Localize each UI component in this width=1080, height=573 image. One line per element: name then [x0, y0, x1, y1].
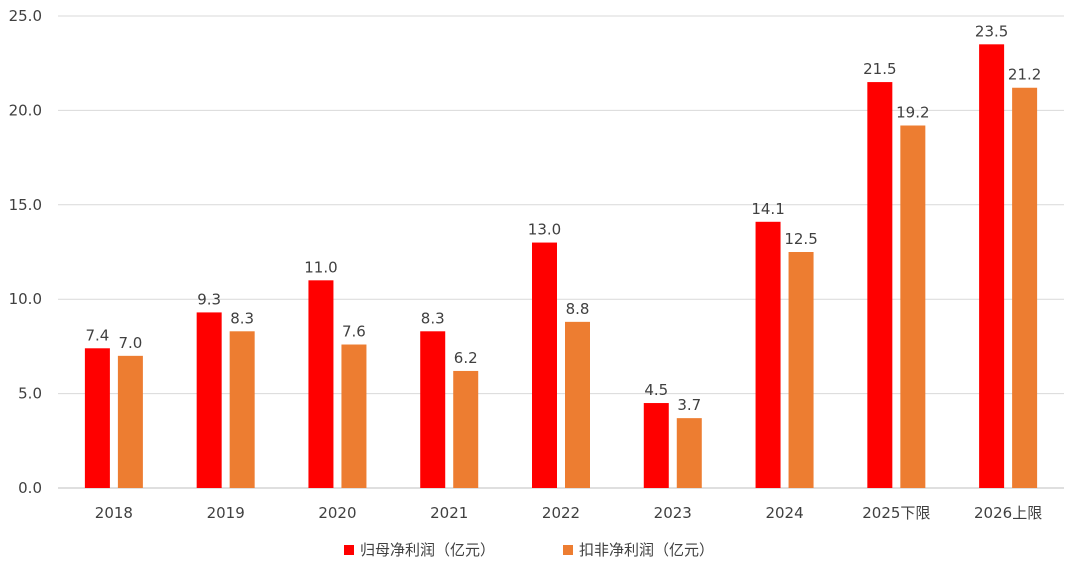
y-tick-label: 5.0 — [18, 385, 42, 403]
y-tick-label: 15.0 — [9, 196, 42, 214]
data-labels: 7.4 7.0 9.3 8.3 11.0 7.6 8.3 6.2 13.0 8.8 4.5 3.7 14… — [85, 22, 1041, 414]
data-label: 7.6 — [342, 323, 366, 341]
legend-swatch — [344, 545, 354, 555]
bar — [979, 44, 1005, 488]
data-label: 19.2 — [896, 104, 929, 122]
data-label: 3.7 — [677, 396, 701, 414]
bar — [196, 312, 222, 488]
x-tick-label: 2020 — [318, 504, 356, 522]
gridlines — [58, 15, 1064, 489]
y-tick-label: 10.0 — [9, 290, 42, 308]
bar — [308, 280, 334, 488]
y-tick-label: 20.0 — [9, 101, 42, 119]
y-tick-label: 25.0 — [9, 7, 42, 25]
bar — [565, 321, 590, 488]
bar — [341, 344, 367, 488]
x-tick-label: 2024 — [765, 504, 803, 522]
bar — [900, 125, 926, 488]
x-tick-label: 2021 — [430, 504, 468, 522]
x-tick-label: 2025下限 — [862, 504, 930, 522]
data-label: 6.2 — [454, 349, 478, 367]
bar — [755, 221, 781, 489]
x-axis-ticks: 2018 2019 2020 2021 2022 2023 2024 2025下限 2026上限 — [95, 504, 1042, 522]
legend: 归母净利润（亿元） 扣非净利润（亿元） — [344, 541, 714, 559]
bar — [643, 403, 669, 488]
x-tick-label: 2018 — [95, 504, 133, 522]
bar — [788, 252, 814, 488]
bar — [532, 242, 557, 488]
data-label: 8.3 — [421, 309, 445, 327]
data-label: 21.2 — [1008, 66, 1041, 84]
data-label: 23.5 — [975, 22, 1008, 40]
data-label: 14.1 — [751, 200, 784, 218]
data-label: 11.0 — [304, 258, 337, 276]
y-tick-label: 0.0 — [18, 479, 42, 497]
legend-label: 扣非净利润（亿元） — [579, 541, 714, 559]
data-label: 13.0 — [528, 221, 561, 239]
bar — [420, 331, 446, 488]
legend-label: 归母净利润（亿元） — [360, 541, 495, 559]
x-tick-label: 2026上限 — [974, 504, 1042, 522]
bar — [453, 370, 479, 488]
bar — [867, 82, 893, 488]
data-label: 9.3 — [197, 290, 221, 308]
x-tick-label: 2022 — [542, 504, 580, 522]
y-axis-ticks: 0.0 5.0 10.0 15.0 20.0 25.0 — [9, 7, 42, 497]
bar — [117, 355, 143, 488]
bars — [84, 44, 1038, 489]
x-tick-label: 2023 — [654, 504, 692, 522]
data-label: 8.8 — [566, 300, 590, 318]
bar — [229, 331, 255, 488]
data-label: 12.5 — [784, 230, 817, 248]
data-label: 4.5 — [644, 381, 668, 399]
x-tick-label: 2019 — [207, 504, 245, 522]
bar — [84, 348, 110, 488]
data-label: 8.3 — [230, 309, 254, 327]
bar — [676, 418, 702, 488]
bar — [1012, 87, 1038, 488]
data-label: 7.4 — [85, 326, 109, 344]
data-label: 7.0 — [118, 334, 142, 352]
legend-swatch — [563, 545, 573, 555]
data-label: 21.5 — [863, 60, 896, 78]
